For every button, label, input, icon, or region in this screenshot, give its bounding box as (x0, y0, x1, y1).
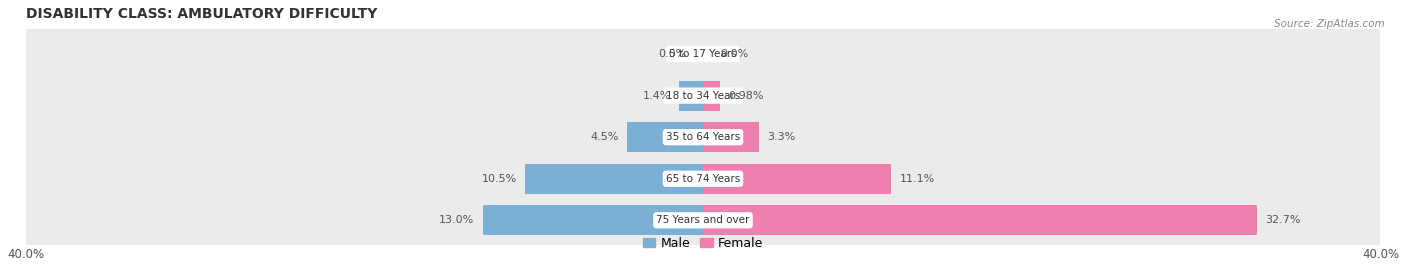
Text: DISABILITY CLASS: AMBULATORY DIFFICULTY: DISABILITY CLASS: AMBULATORY DIFFICULTY (25, 7, 377, 21)
Text: 11.1%: 11.1% (900, 174, 935, 184)
FancyBboxPatch shape (25, 144, 1381, 214)
Text: 75 Years and over: 75 Years and over (657, 215, 749, 225)
Bar (703, 205, 1257, 235)
Text: 65 to 74 Years: 65 to 74 Years (666, 174, 740, 184)
Text: 18 to 34 Years: 18 to 34 Years (666, 91, 740, 100)
FancyBboxPatch shape (25, 102, 1381, 172)
Bar (703, 81, 720, 111)
Text: 3.3%: 3.3% (768, 132, 796, 142)
FancyBboxPatch shape (25, 19, 1381, 89)
Bar (679, 81, 703, 111)
Legend: Male, Female: Male, Female (643, 237, 763, 250)
FancyBboxPatch shape (25, 61, 1381, 131)
Bar (627, 122, 703, 152)
Bar (482, 205, 703, 235)
Text: Source: ZipAtlas.com: Source: ZipAtlas.com (1274, 19, 1385, 29)
Text: 4.5%: 4.5% (591, 132, 619, 142)
Text: 10.5%: 10.5% (481, 174, 516, 184)
FancyBboxPatch shape (25, 185, 1381, 255)
FancyBboxPatch shape (25, 36, 1381, 72)
Text: 0.98%: 0.98% (728, 91, 763, 100)
Text: 0.0%: 0.0% (658, 49, 686, 59)
Text: 13.0%: 13.0% (439, 215, 474, 225)
Text: 35 to 64 Years: 35 to 64 Years (666, 132, 740, 142)
Text: 5 to 17 Years: 5 to 17 Years (669, 49, 737, 59)
FancyBboxPatch shape (25, 161, 1381, 197)
Bar (703, 122, 759, 152)
FancyBboxPatch shape (25, 119, 1381, 155)
Text: 1.4%: 1.4% (643, 91, 671, 100)
Text: 0.0%: 0.0% (720, 49, 748, 59)
Text: 32.7%: 32.7% (1265, 215, 1301, 225)
FancyBboxPatch shape (25, 202, 1381, 239)
Bar (526, 164, 703, 194)
FancyBboxPatch shape (25, 77, 1381, 114)
Bar (703, 164, 891, 194)
